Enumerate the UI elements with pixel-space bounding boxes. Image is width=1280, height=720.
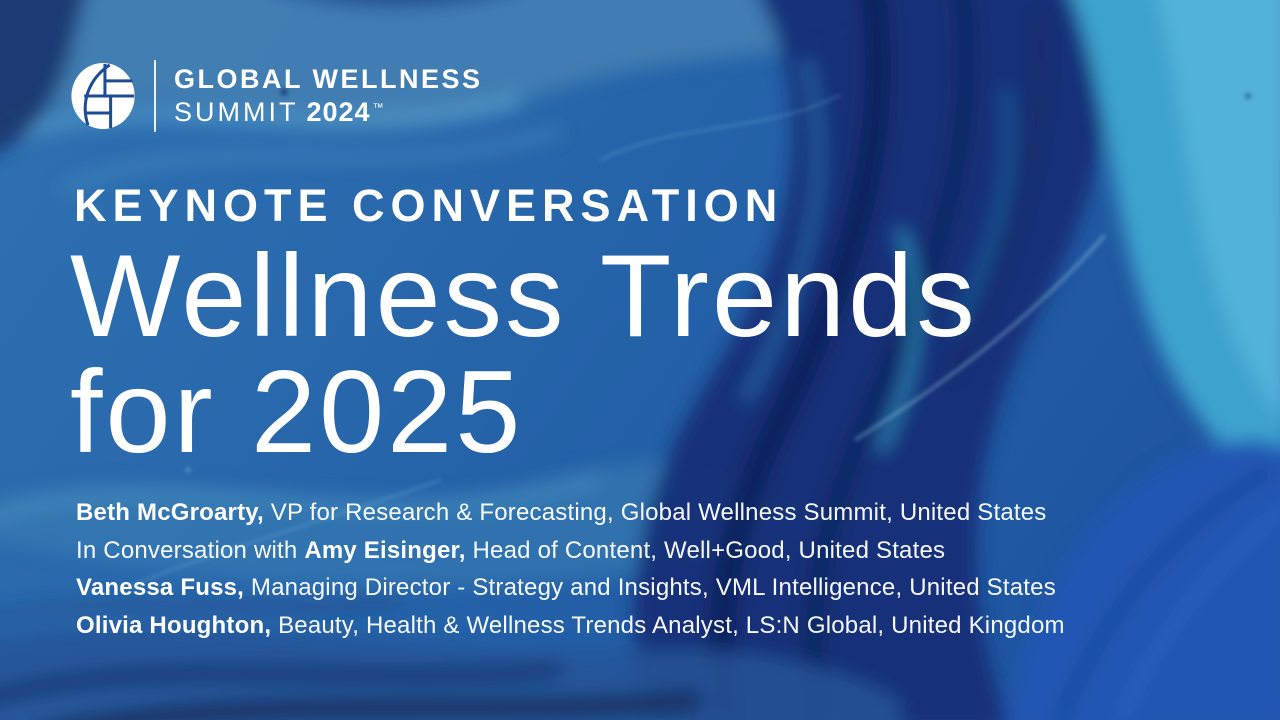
slide-title: Wellness Trends for 2025 <box>70 230 978 477</box>
speaker-role: Head of Content, Well+Good, United State… <box>465 536 946 564</box>
speaker-line: Olivia Houghton, Beauty, Health & Wellne… <box>76 607 1065 645</box>
speaker-role: Beauty, Health & Wellness Trends Analyst… <box>271 611 1065 639</box>
speaker-name: Amy Eisinger, <box>304 536 466 564</box>
brand-lockup: GLOBAL WELLNESS SUMMIT 2024 ™ <box>70 58 483 134</box>
speaker-line: Vanessa Fuss, Managing Director - Strate… <box>76 569 1065 607</box>
speaker-name: Olivia Houghton, <box>76 611 272 639</box>
speaker-list: Beth McGroarty, VP for Research & Foreca… <box>76 494 1065 644</box>
speaker-intro: In Conversation with <box>76 536 305 564</box>
speaker-name: Beth McGroarty, <box>76 499 264 526</box>
brand-name: GLOBAL WELLNESS <box>174 64 483 94</box>
brand-text: GLOBAL WELLNESS SUMMIT 2024 ™ <box>174 66 483 126</box>
globe-grid-logo-icon <box>71 62 135 130</box>
brand-divider <box>154 60 156 132</box>
speaker-role: VP for Research & Forecasting, Global We… <box>263 499 1047 526</box>
speaker-name: Vanessa Fuss, <box>76 574 245 601</box>
brand-event-year: SUMMIT 2024 ™ <box>174 99 483 126</box>
slide-title-line-1: Wellness Trends <box>70 230 978 361</box>
brand-summit-word: SUMMIT <box>174 97 299 127</box>
speaker-line: Beth McGroarty, VP for Research & Foreca… <box>76 494 1065 532</box>
slide-title-line-2: for 2025 <box>70 346 524 477</box>
session-type-label: KEYNOTE CONVERSATION <box>74 180 784 231</box>
speaker-line: In Conversation with Amy Eisinger, Head … <box>76 532 1065 570</box>
brand-year: 2024 <box>306 97 371 127</box>
trademark-symbol: ™ <box>372 102 384 114</box>
speaker-role: Managing Director - Strategy and Insight… <box>244 574 1056 601</box>
